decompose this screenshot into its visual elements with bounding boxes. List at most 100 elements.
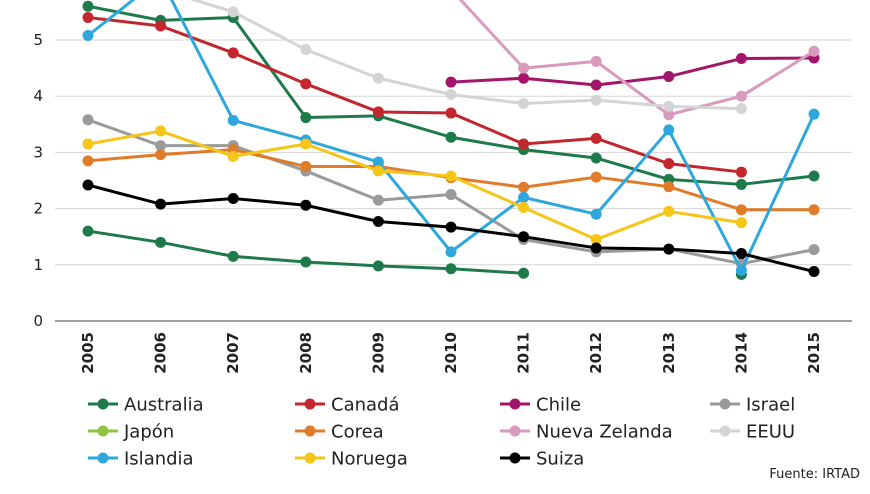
data-point	[155, 20, 167, 32]
series	[189, 0, 747, 115]
data-point	[735, 53, 747, 65]
data-point	[518, 138, 530, 150]
data-point	[735, 166, 747, 178]
data-point	[808, 266, 820, 278]
data-point	[372, 156, 384, 168]
series	[82, 12, 747, 178]
y-tick-label: 5	[33, 31, 43, 49]
data-point	[518, 191, 530, 203]
data-point	[590, 55, 602, 67]
data-point	[590, 132, 602, 144]
data-point	[445, 263, 457, 275]
data-point	[590, 234, 602, 246]
data-point	[82, 12, 94, 24]
data-point	[735, 90, 747, 102]
data-point	[300, 160, 312, 172]
legend-swatch-dot	[97, 398, 109, 410]
y-tick-label: 4	[33, 87, 43, 105]
data-point	[663, 109, 675, 121]
series-line	[86, 16, 743, 174]
data-point	[445, 89, 457, 101]
legend-label: Islandia	[124, 449, 194, 470]
legend-item: Japón	[88, 422, 174, 443]
data-point	[518, 72, 530, 84]
data-point	[663, 158, 675, 170]
legend-swatch-dot	[97, 425, 109, 437]
data-point	[82, 179, 94, 191]
x-tick-label: 2008	[297, 332, 315, 374]
y-tick-label: 0	[33, 312, 43, 330]
data-point	[372, 216, 384, 228]
series-line	[449, 56, 816, 87]
legend-label: Canadá	[331, 395, 400, 416]
data-point	[445, 131, 457, 143]
data-point	[808, 108, 820, 120]
data-point	[735, 248, 747, 260]
legend-item: Corea	[295, 422, 384, 443]
legend-item: Noruega	[295, 449, 408, 470]
data-point	[518, 231, 530, 243]
data-point	[82, 30, 94, 42]
data-point	[663, 243, 675, 255]
data-point	[518, 267, 530, 279]
x-tick-label: 2009	[369, 332, 387, 374]
data-point	[227, 150, 239, 162]
legend-item: Israel	[710, 395, 795, 416]
legend-swatch-dot	[304, 452, 316, 464]
data-point	[808, 170, 820, 182]
x-tick-label: 2010	[442, 332, 460, 374]
data-point	[808, 204, 820, 216]
series	[82, 179, 820, 278]
data-point	[735, 103, 747, 115]
data-point	[300, 199, 312, 211]
data-point	[590, 171, 602, 183]
y-tick-label: 3	[33, 143, 43, 161]
x-tick-label: 2007	[224, 332, 242, 374]
data-point	[445, 246, 457, 258]
legend-label: Corea	[331, 422, 384, 443]
legend-label: EEUU	[746, 422, 795, 443]
data-point	[590, 152, 602, 164]
legend-label: Chile	[536, 395, 581, 416]
legend-swatch-dot	[304, 398, 316, 410]
series	[82, 225, 747, 280]
data-point	[227, 192, 239, 204]
series	[82, 0, 820, 276]
x-tick-label: 2015	[805, 332, 823, 374]
data-point	[155, 149, 167, 161]
legend-label: Japón	[123, 422, 174, 443]
data-point	[518, 181, 530, 193]
legend-swatch-dot	[97, 452, 109, 464]
legend-item: Canadá	[295, 395, 400, 416]
data-point	[227, 6, 239, 18]
data-point	[735, 264, 747, 276]
legend-swatch-dot	[719, 398, 731, 410]
data-point	[227, 47, 239, 59]
x-tick-label: 2005	[79, 332, 97, 374]
series	[445, 52, 820, 91]
data-point	[372, 260, 384, 272]
y-tick-label: 2	[33, 200, 43, 218]
data-point	[82, 0, 94, 12]
data-point	[82, 155, 94, 167]
legend-label: Australia	[124, 395, 204, 416]
data-point	[445, 189, 457, 201]
x-tick-label: 2014	[732, 332, 750, 374]
data-point	[808, 244, 820, 256]
x-tick-label: 2011	[515, 332, 533, 374]
data-point	[372, 165, 384, 177]
series	[458, 0, 820, 121]
data-point	[663, 100, 675, 112]
x-tick-label: 2012	[587, 332, 605, 374]
x-tick-label: 2006	[152, 332, 170, 374]
legend-swatch-dot	[509, 452, 521, 464]
legend-label: Suiza	[536, 449, 584, 470]
data-point	[518, 62, 530, 74]
legend-swatch-dot	[509, 398, 521, 410]
legend-item: Nueva Zelanda	[500, 422, 673, 443]
data-point	[663, 181, 675, 193]
data-point	[300, 138, 312, 150]
legend-swatch-dot	[719, 425, 731, 437]
data-point	[590, 242, 602, 254]
